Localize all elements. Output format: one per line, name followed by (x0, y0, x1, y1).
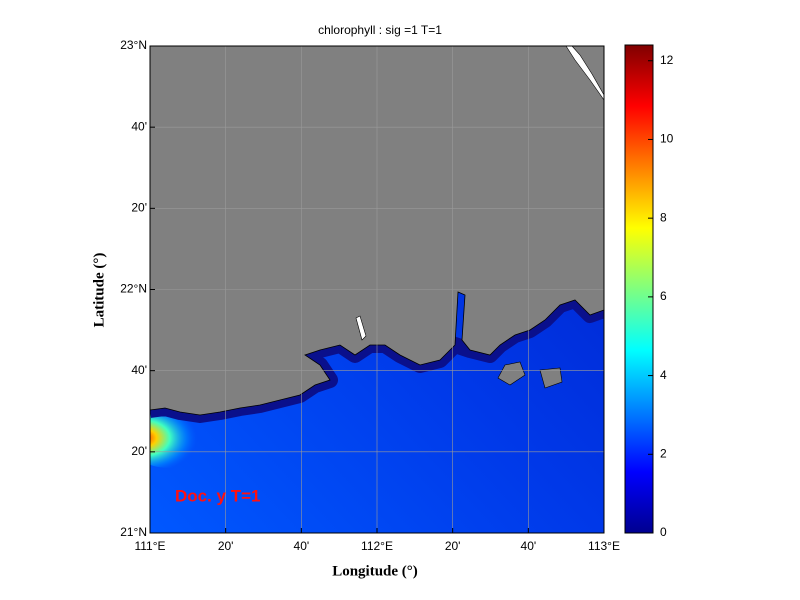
y-tick-label: 22°N (120, 282, 147, 296)
colorbar-tick-label: 2 (660, 446, 667, 460)
y-tick-label: 20' (131, 444, 147, 458)
y-axis-label: Latitude (°) (91, 253, 107, 328)
x-tick-label: 112°E (361, 539, 393, 553)
x-axis-label: Longitude (°) (332, 563, 418, 579)
x-tick-label: 40' (294, 539, 310, 553)
y-tick-label: 20' (131, 201, 147, 215)
hotspot (150, 408, 215, 468)
x-tick-label: 20' (218, 539, 234, 553)
y-tick-label: 40' (131, 363, 147, 377)
grid (150, 46, 604, 533)
x-tick-label: 40' (521, 539, 537, 553)
annotation: Doc. y T=1 (175, 486, 261, 505)
x-tick-label: 20' (445, 539, 461, 553)
colorbar-tick-label: 0 (660, 525, 667, 539)
map-field (150, 46, 604, 533)
colorbar-tick-label: 10 (660, 132, 674, 146)
y-tick-label: 21°N (120, 525, 147, 539)
colorbar-tick-label: 12 (660, 53, 674, 67)
y-tick-label: 40' (131, 119, 147, 133)
river (565, 46, 604, 101)
lake (355, 315, 367, 341)
colorbar-tick-label: 8 (660, 210, 667, 224)
chart-title: chlorophyll : sig =1 T=1 (318, 23, 442, 37)
x-tick-label: 111°E (134, 539, 165, 553)
colorbar-tick-label: 4 (660, 368, 667, 382)
x-tick-label: 113°E (588, 539, 620, 553)
colorbar-tick-label: 6 (660, 289, 667, 303)
island (497, 361, 563, 389)
y-tick-label: 23°N (120, 38, 147, 52)
colorbar (624, 44, 654, 534)
